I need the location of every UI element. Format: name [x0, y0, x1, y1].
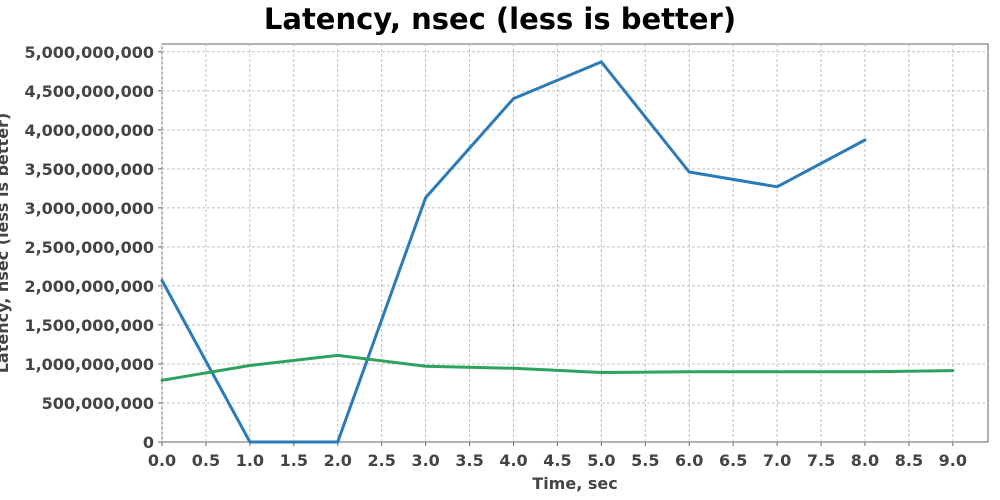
y-tick-label: 2,000,000,000 — [24, 277, 154, 296]
x-tick-label: 4.0 — [499, 451, 527, 470]
x-tick-label: 3.0 — [411, 451, 439, 470]
y-tick-label: 3,000,000,000 — [24, 199, 154, 218]
y-tick-label: 5,000,000,000 — [24, 43, 154, 62]
y-tick-label: 4,000,000,000 — [24, 121, 154, 140]
y-tick-label: 0 — [143, 433, 154, 452]
x-axis-label: Time, sec — [532, 474, 617, 493]
x-tick-label: 5.5 — [631, 451, 659, 470]
y-tick-label: 500,000,000 — [42, 394, 154, 413]
x-tick-label: 3.5 — [455, 451, 483, 470]
x-tick-label: 6.0 — [675, 451, 703, 470]
series-lines — [160, 60, 955, 444]
x-tick-label: 0.5 — [192, 451, 220, 470]
chart-title: Latency, nsec (less is better) — [264, 2, 736, 36]
x-tick-label: 5.0 — [587, 451, 615, 470]
x-tick-label: 8.5 — [895, 451, 923, 470]
x-tick-label: 4.5 — [543, 451, 571, 470]
x-tick-label: 8.0 — [851, 451, 879, 470]
x-tick-label: 9.0 — [939, 451, 967, 470]
x-tick-label: 1.0 — [236, 451, 264, 470]
y-tick-label: 3,500,000,000 — [24, 160, 154, 179]
series-line-1 — [160, 60, 867, 444]
y-axis-label: Latency, nsec (less is better) — [0, 113, 12, 374]
y-tick-label: 2,500,000,000 — [24, 238, 154, 257]
y-tick-label: 1,500,000,000 — [24, 316, 154, 335]
x-tick-label: 7.5 — [807, 451, 835, 470]
x-axis-ticks: 0.0 0.5 1.0 1.5 2.0 2.5 3.0 3.5 4.0 4.5 5.0 5.5 6.0 6… — [148, 442, 967, 470]
plot-area — [161, 43, 989, 443]
y-tick-label: 4,500,000,000 — [24, 82, 154, 101]
grid — [161, 44, 988, 442]
x-tick-label: 0.0 — [148, 451, 176, 470]
x-tick-label: 1.5 — [280, 451, 308, 470]
y-tick-label: 1,000,000,000 — [24, 355, 154, 374]
x-tick-label: 2.0 — [324, 451, 352, 470]
x-tick-label: 6.5 — [719, 451, 747, 470]
series-line-2 — [160, 353, 955, 382]
y-axis-ticks: 0 500,000,000 1,000,000,000 1,500,000,000 2,… — [24, 43, 162, 452]
x-tick-label: 7.0 — [763, 451, 791, 470]
x-tick-label: 2.5 — [368, 451, 396, 470]
